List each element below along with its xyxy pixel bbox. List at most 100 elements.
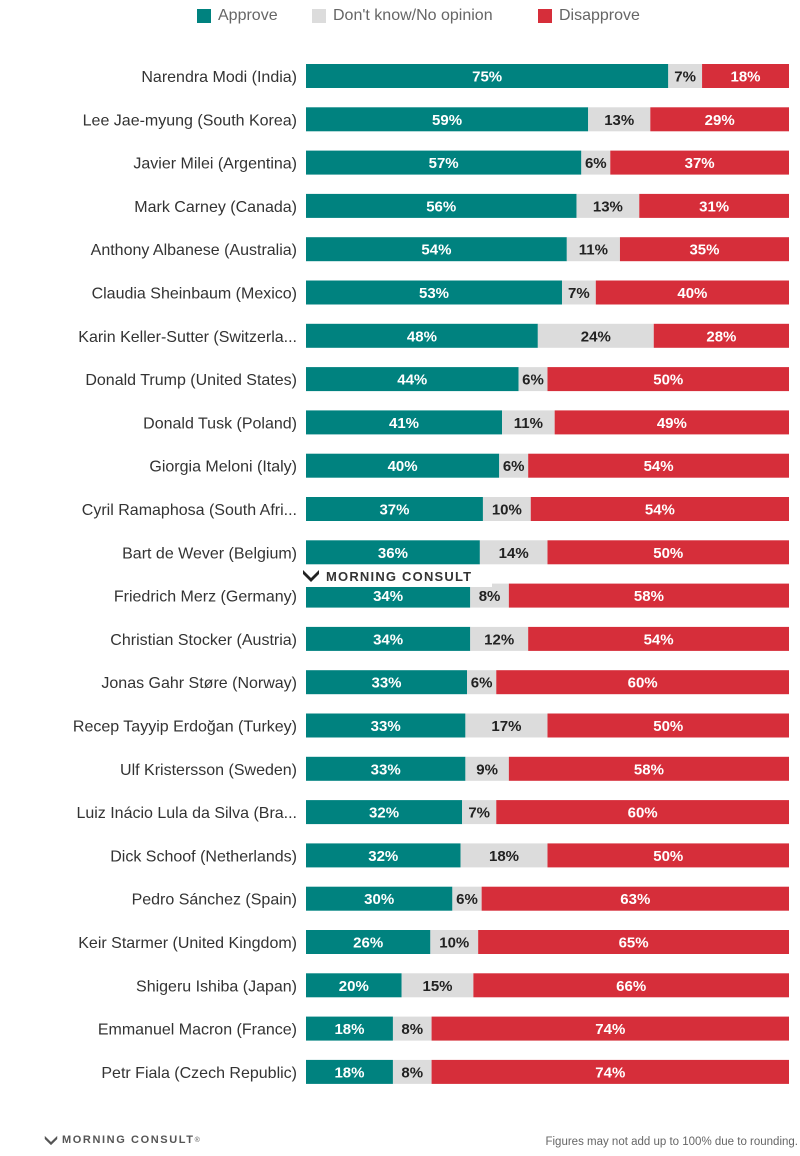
data-label-approve: 59% [432,112,462,129]
bar-segment-approve [306,626,471,651]
bar-segment-dont-know [392,1016,432,1041]
legend-label-disapprove: Disapprove [559,7,640,24]
data-label-disapprove: 31% [699,198,729,215]
data-label-dont-know: 6% [503,458,525,475]
leader-row: Recep Tayyip Erdoğan (Turkey) 33% 17% 50% [73,713,789,738]
data-label-approve: 56% [426,198,456,215]
watermark-text: MORNING CONSULT [326,568,473,584]
leader-row: Karin Keller-Sutter (Switzerla... 48% 24% 2… [78,323,789,348]
data-label-disapprove: 65% [619,935,649,952]
data-label-approve: 34% [373,631,403,648]
data-label-dont-know: 14% [499,545,529,562]
bar-segment-dont-know [668,64,703,88]
data-label-dont-know: 6% [456,891,478,908]
bar-segment-disapprove [478,930,789,954]
leader-row: Lee Jae-myung (South Korea) 59% 13% 29% [83,107,789,132]
data-label-disapprove: 29% [705,112,735,129]
data-label-dont-know: 7% [468,805,490,822]
bar-segment-approve [306,497,483,521]
data-label-disapprove: 58% [634,588,664,605]
data-label-disapprove: 50% [653,372,683,389]
leader-name-label: Lee Jae-myung (South Korea) [83,112,297,129]
data-label-dont-know: 13% [604,112,634,129]
bar-segment-approve [306,323,538,348]
data-label-approve: 32% [368,848,398,865]
bar-segment-disapprove [528,626,789,651]
bar-segment-disapprove [639,193,789,218]
data-label-approve: 57% [429,155,459,172]
data-label-disapprove: 50% [653,718,683,735]
leader-row: Christian Stocker (Austria) 34% 12% 54% [110,626,789,651]
data-label-approve: 20% [339,978,369,995]
data-label-dont-know: 6% [522,372,544,389]
bar-segment-dont-know [499,453,529,478]
legend-label-dont-know: Don't know/No opinion [333,7,493,24]
footer-logo-text: MORNING CONSULT [62,1134,195,1146]
bar-segment-approve [306,973,402,998]
bar-segment-disapprove [595,280,789,305]
leader-row: Bart de Wever (Belgium) 36% 14% 50% [122,540,789,565]
bar-segment-disapprove [547,713,789,738]
data-label-approve: 30% [364,891,394,908]
watermark-logo: MORNING CONSULT [300,565,493,587]
leader-name-label: Donald Trump (United States) [85,372,297,389]
leader-name-label: Friedrich Merz (Germany) [114,589,297,606]
data-label-dont-know: 9% [476,761,498,778]
leader-name-label: Dick Schoof (Netherlands) [110,848,297,865]
morning-consult-logo-icon [44,1135,58,1145]
bar-segment-disapprove [547,367,789,392]
leader-row: Jonas Gahr Støre (Norway) 33% 6% 60% [101,670,789,695]
bar-segment-approve [306,1059,393,1084]
leader-row: Emmanuel Macron (France) 18% 8% 74% [98,1016,789,1041]
leader-name-label: Mark Carney (Canada) [134,199,297,216]
chart-legend: Approve Don't know/No opinion Disapprove [0,4,800,28]
data-label-approve: 41% [389,415,419,432]
data-label-dont-know: 11% [514,415,543,432]
bar-segment-disapprove [431,1059,789,1084]
data-label-dont-know: 15% [422,978,452,995]
bar-segment-approve [306,280,562,305]
bar-segment-approve [306,540,480,565]
data-label-disapprove: 50% [653,848,683,865]
data-label-dont-know: 8% [401,1021,423,1038]
bar-segment-dont-know [518,367,548,392]
leader-name-label: Keir Starmer (United Kingdom) [78,935,297,952]
data-label-disapprove: 74% [595,1021,625,1038]
data-label-dont-know: 18% [489,848,519,865]
leader-row: Giorgia Meloni (Italy) 40% 6% 54% [149,453,789,478]
bar-segment-dont-know [588,107,651,132]
bar-segment-approve [306,756,466,781]
bar-segment-disapprove [508,756,789,781]
bar-segment-approve [306,453,500,478]
leader-row: Luiz Inácio Lula da Silva (Bra... 32% 7% 60… [76,800,789,825]
bar-segment-approve [306,367,519,392]
data-label-dont-know: 6% [585,155,607,172]
leader-name-label: Pedro Sánchez (Spain) [132,892,297,909]
leader-row: Anthony Albanese (Australia) 54% 11% 35% [91,237,789,262]
data-label-approve: 34% [373,588,403,605]
bar-segment-dont-know [482,497,531,521]
legend-item-disapprove: Disapprove [538,4,640,28]
bar-segment-dont-know [460,843,548,868]
data-label-dont-know: 10% [492,502,522,519]
leader-name-label: Javier Milei (Argentina) [133,156,297,173]
bar-segment-dont-know [470,583,509,608]
leader-name-label: Donald Tusk (Poland) [143,415,297,432]
bar-segment-approve [306,237,567,262]
data-label-disapprove: 54% [644,631,674,648]
footer-logo: MORNING CONSULT ® [44,1134,201,1146]
bar-segment-approve [306,886,453,911]
data-label-disapprove: 50% [653,545,683,562]
leader-row: Donald Tusk (Poland) 41% 11% 49% [143,410,789,435]
data-label-approve: 33% [371,675,401,692]
data-label-approve: 44% [397,372,427,389]
legend-swatch-dont-know [312,9,326,23]
data-label-approve: 36% [378,545,408,562]
bar-segment-dont-know [566,237,620,262]
bar-segment-approve [306,800,463,825]
leader-name-label: Emmanuel Macron (France) [98,1022,297,1039]
data-label-dont-know: 13% [593,198,623,215]
bar-segment-disapprove [431,1016,789,1041]
data-label-dont-know: 8% [401,1064,423,1081]
data-label-dont-know: 11% [579,242,608,259]
